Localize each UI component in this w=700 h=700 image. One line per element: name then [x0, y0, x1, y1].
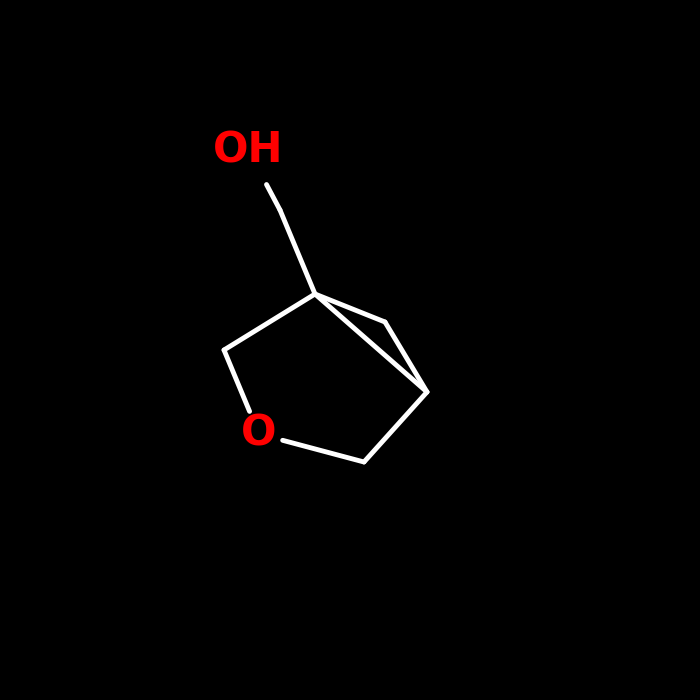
Text: O: O: [241, 413, 276, 455]
Text: OH: OH: [214, 130, 284, 172]
